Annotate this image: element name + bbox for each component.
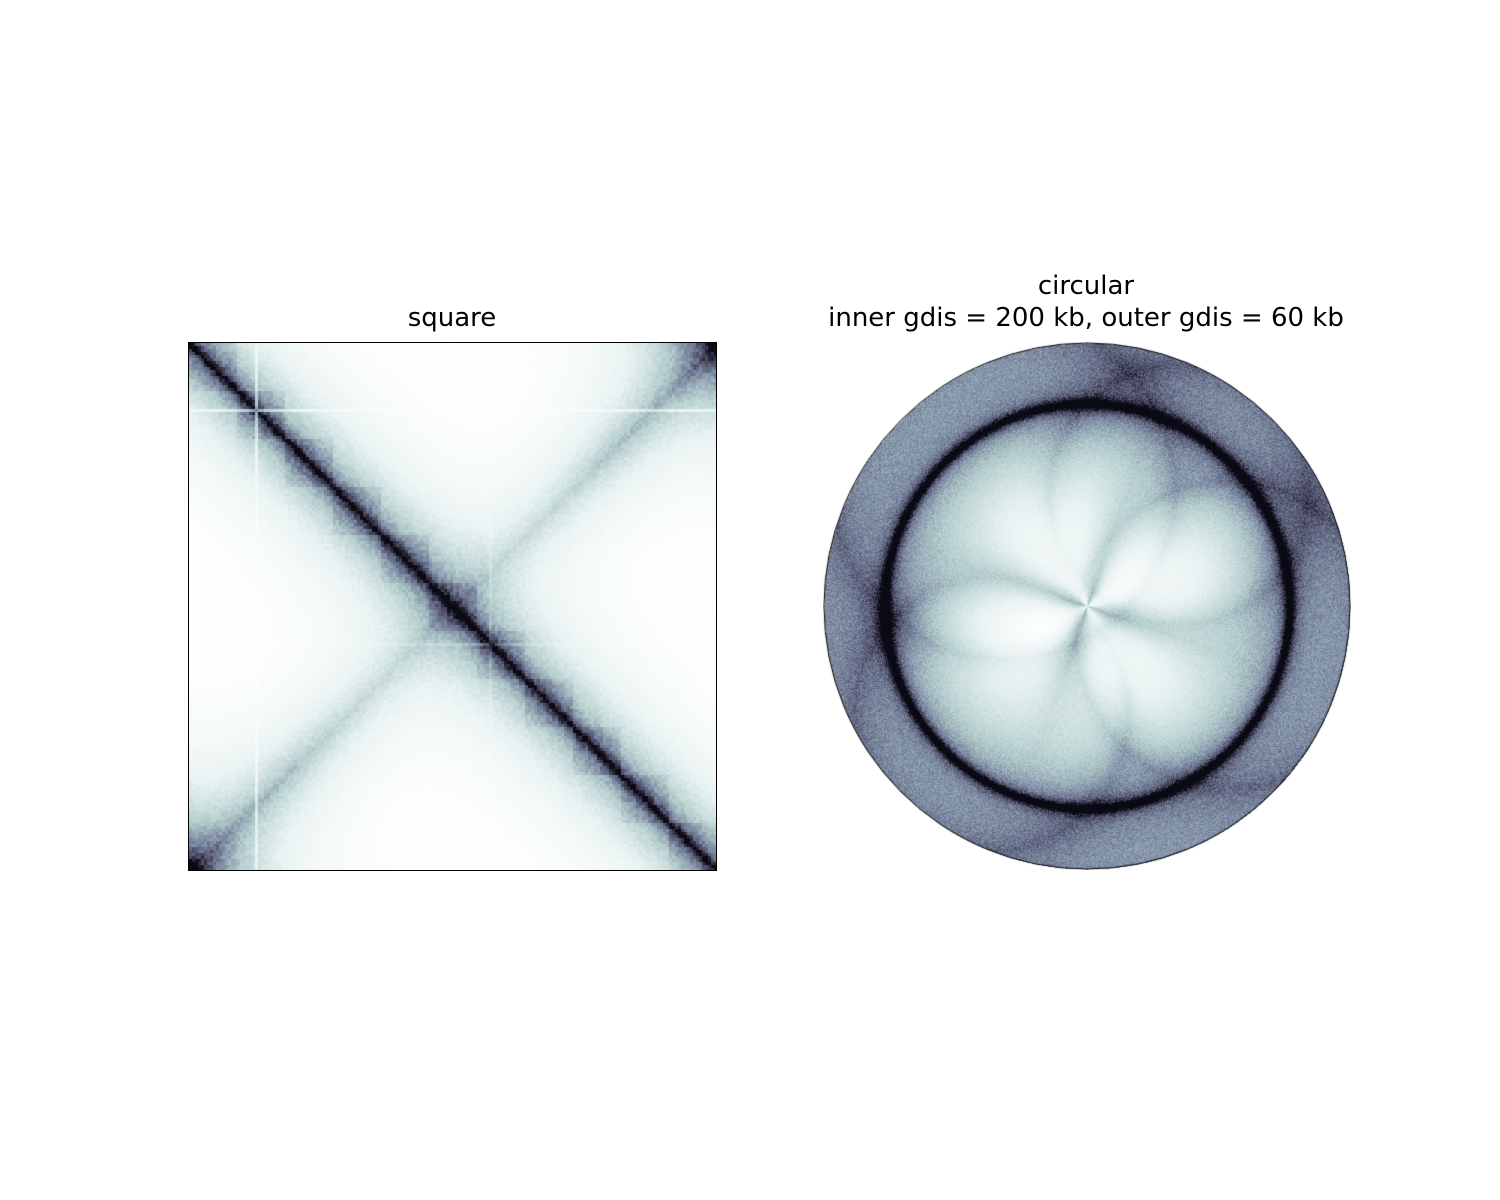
circular-heatmap-title: circular inner gdis = 200 kb, outer gdis… bbox=[760, 270, 1412, 334]
circular-title-line-2: inner gdis = 200 kb, outer gdis = 60 kb bbox=[828, 303, 1344, 333]
square-heatmap bbox=[188, 342, 717, 871]
circular-heatmap bbox=[823, 342, 1351, 870]
square-heatmap-title: square bbox=[407, 303, 497, 333]
circular-title-line-1: circular bbox=[1037, 271, 1135, 301]
